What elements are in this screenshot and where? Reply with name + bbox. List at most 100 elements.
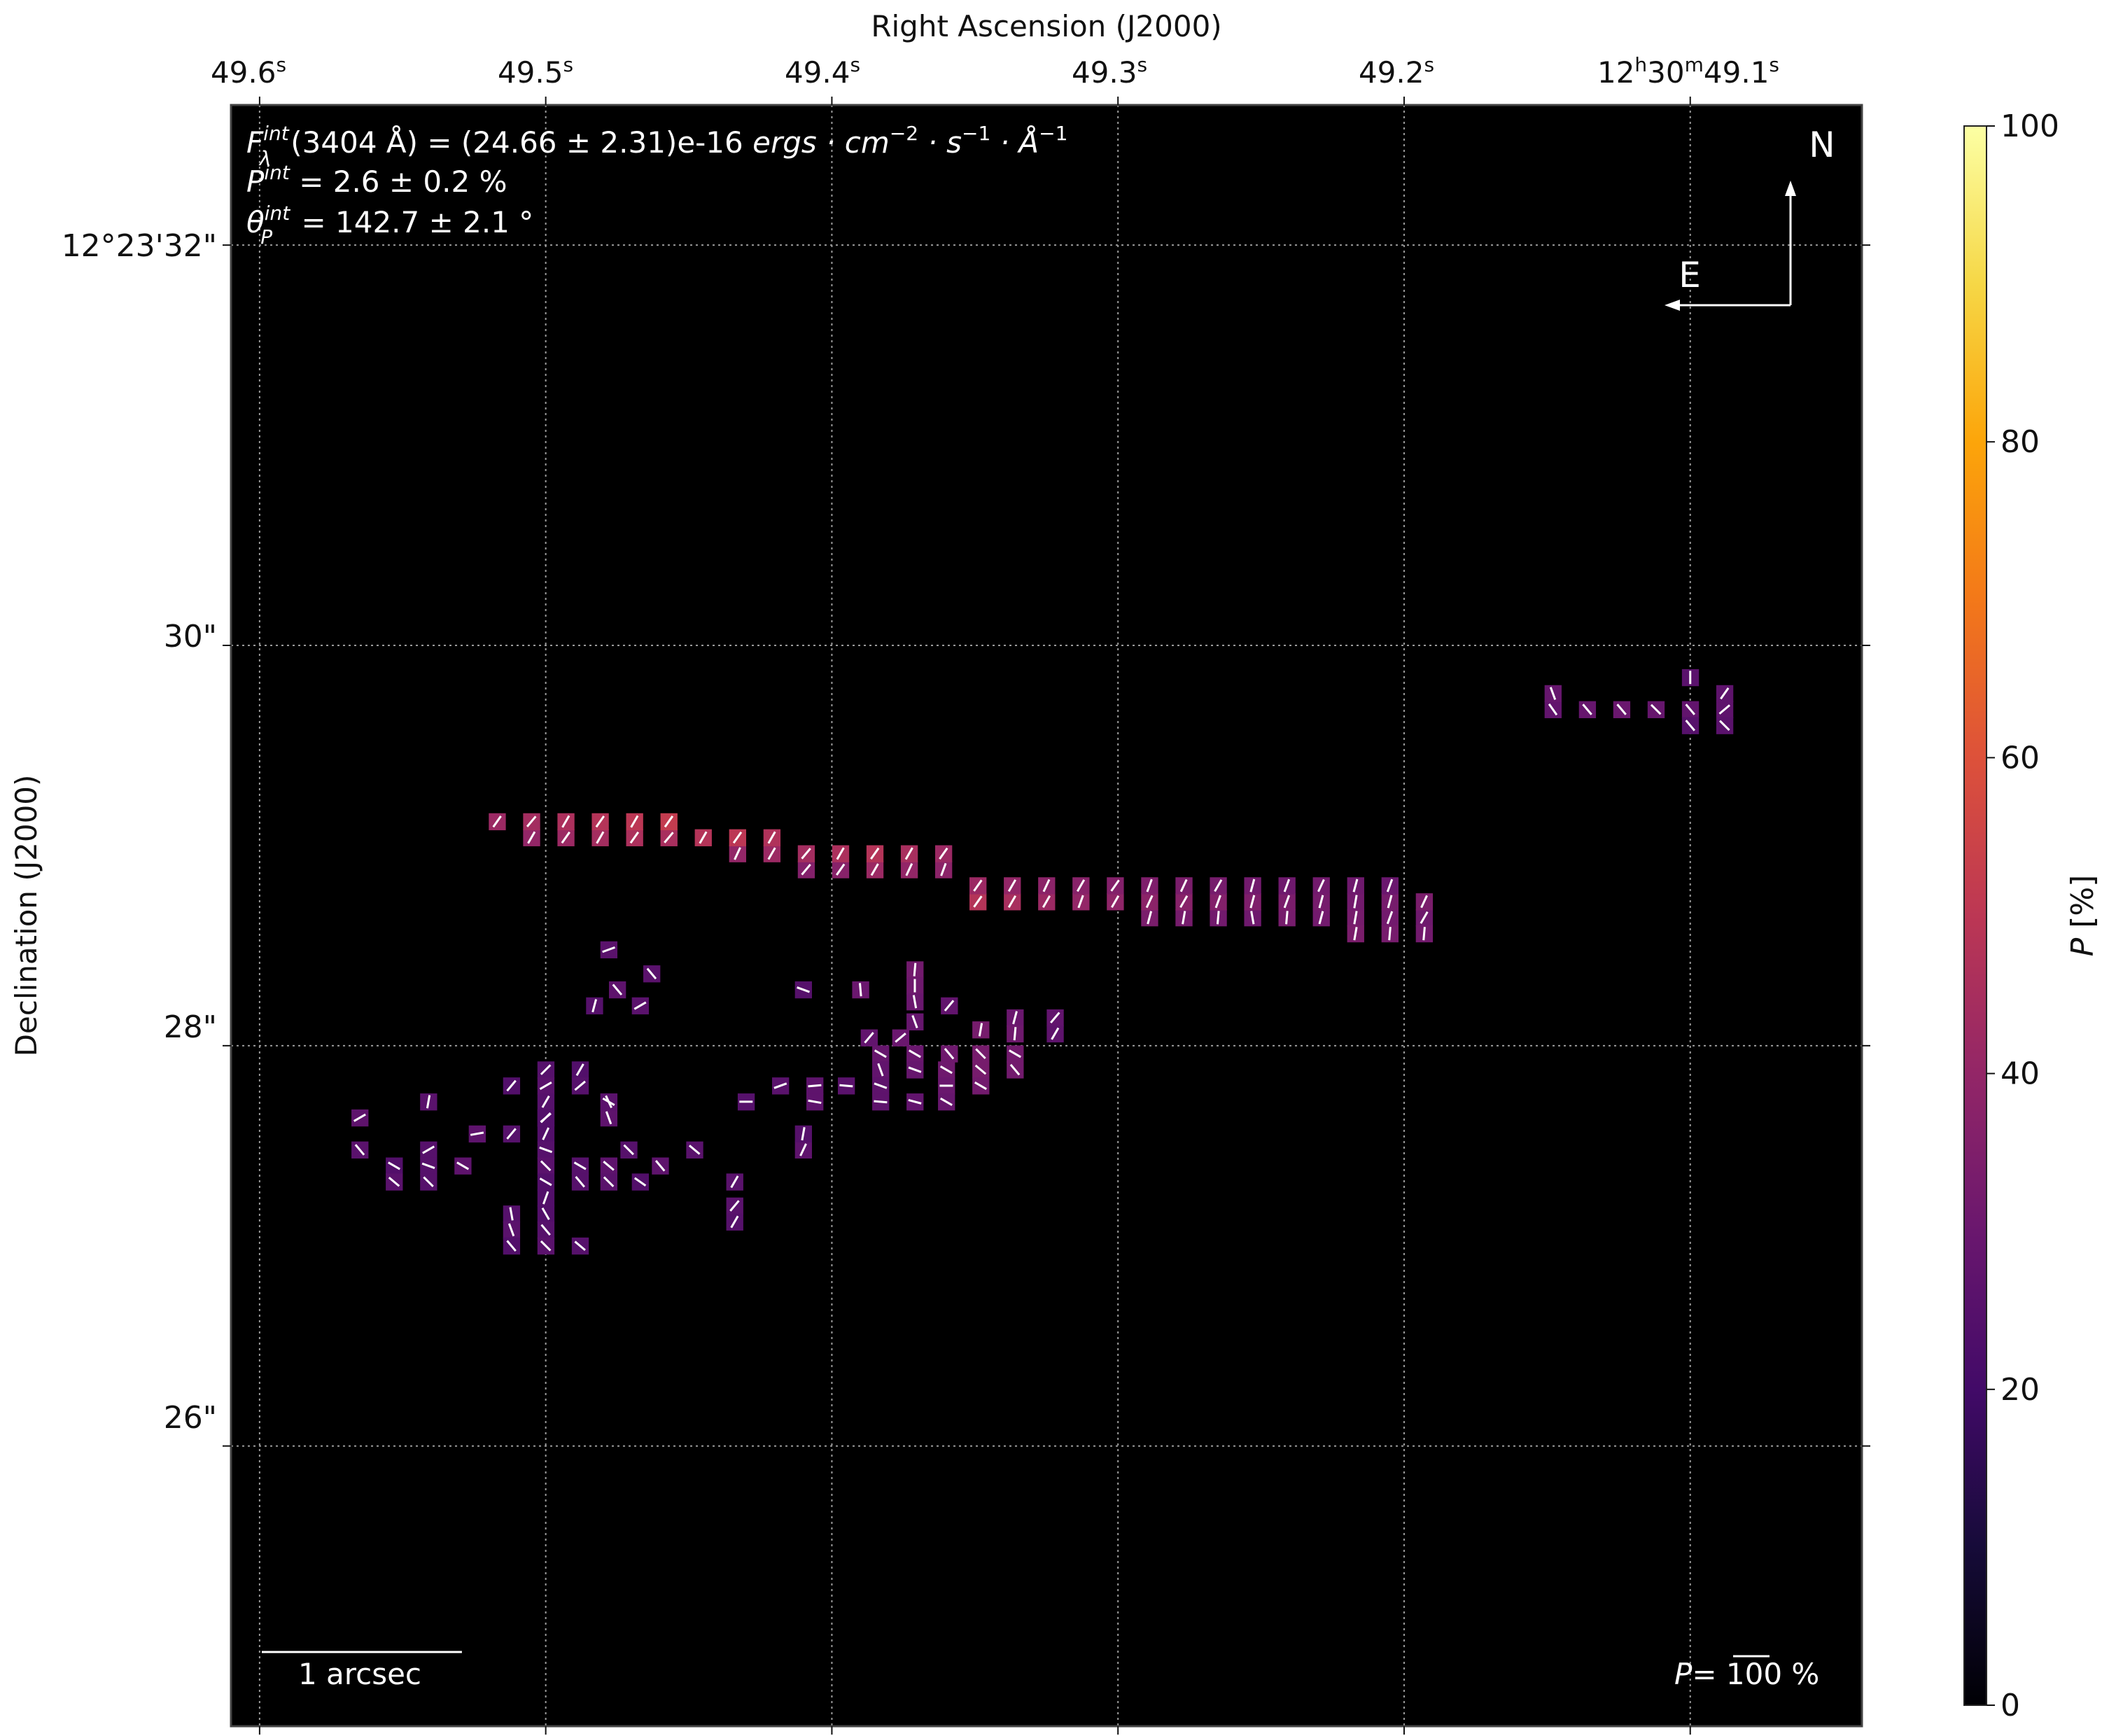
polarization-vector [808,1099,822,1105]
colorbar-tick-label: 20 [2001,1372,2040,1408]
polarization-vector [974,1064,987,1075]
polarization-vector [506,1079,517,1092]
polarization-vector [1214,879,1223,892]
polarization-vector [591,999,598,1013]
polarization-vector [799,1143,807,1156]
y-tick-label: 28" [164,1009,217,1045]
east-label: E [1679,255,1701,295]
polarization-vector [729,1200,740,1212]
scale-bar-label: 1 arcsec [298,1657,421,1691]
polarization-vector [1582,704,1592,715]
polarization-vector [1318,895,1324,909]
polarization-vector [1352,878,1359,892]
polarization-vector [1422,927,1426,941]
polarization-vector [1111,895,1120,908]
polarization-vector [975,1048,986,1060]
polarization-vector [1013,1027,1017,1041]
polarization-vector [561,831,570,844]
integrated-values-annotation: Fint λ (3404 Å) = (24.66 ± 2.31)e-16 ergs … [246,122,1067,248]
polarization-vector [911,1015,918,1028]
polarization-vector [541,1095,550,1108]
east-arrowhead [1665,300,1680,311]
vector-scale-label: P= 100 % [1674,1657,1819,1691]
polarization-vector [527,831,536,844]
polarization-vector [1353,911,1358,925]
polarization-vector [688,1144,701,1155]
polarization-vector [767,847,776,860]
polarization-vector [603,1161,615,1171]
polarization-vector [895,1032,906,1043]
plot-frame [230,104,1863,1728]
polarization-vector [354,1144,365,1156]
polarization-vector [353,1113,366,1122]
polarization-vector [1147,911,1153,925]
polarization-vector [1009,1063,1021,1076]
x-tick-labels: 49.6s 49.5s 49.4s 49.3s 49.2s 12h30m49.1… [211,53,1779,90]
polarization-vector [939,847,948,860]
polarization-vector [541,1208,550,1221]
polarization-vector [944,1048,955,1060]
vector-scale: P= 100 % [1674,1655,1819,1691]
polarization-vector [540,1240,552,1252]
polarization-vector [1179,895,1189,908]
polarization-vector [801,848,811,860]
colorbar-label: P [%] [2065,875,2101,957]
y-tick-label: 26" [164,1400,217,1436]
polarization-vector [874,1100,888,1104]
polarization-vector [913,962,917,976]
polarization-vector [973,879,983,892]
polarization-vector [801,1127,806,1141]
polarization-vector [388,1161,400,1170]
y-tick-label: 12°23'32" [62,228,217,264]
polarization-vector [509,1207,514,1221]
polarization-vector [1009,1049,1022,1058]
north-arrowhead [1785,181,1796,196]
polarization-vector [605,1111,612,1125]
polarization-vector [1007,895,1016,908]
polarization-vector [944,1000,955,1011]
polarization-vector [974,1081,987,1091]
grid-lines [231,105,1862,1726]
polarization-vector [904,847,913,860]
polarization-vector [1718,704,1731,715]
polarization-vector [1283,895,1291,909]
polarization-vector [1051,1027,1060,1040]
polarization-vector [1685,704,1695,715]
polarization-vector [603,1176,615,1188]
polarization-vector [1283,878,1291,892]
polarization-vector [388,1177,400,1187]
polarization-vector [864,1032,874,1044]
polarization-vector [602,946,616,953]
polarization-vector [1285,911,1289,925]
polarization-vector [507,1223,515,1237]
polarization-vector [1077,879,1086,892]
polarization-vector [1146,878,1153,892]
x-tick-label: 49.6s [211,53,286,90]
polarization-vector [1007,879,1016,892]
polarization-vector [573,1161,587,1170]
polarization-vector [905,862,913,876]
polarization-vector [540,1160,552,1172]
polarization-vector [1616,704,1627,715]
polarization-vector [839,1084,853,1088]
polarization-vector [1250,911,1255,925]
polarization-vector [575,1176,585,1188]
polarization-vector [912,995,918,1009]
polarization-vector [612,983,623,996]
y-tick-label: 30" [164,619,217,654]
polarization-vector [874,1049,887,1058]
north-label: N [1809,125,1835,165]
polarization-vector [542,1127,550,1140]
polarization-vector [939,1065,953,1074]
colorbar-ticks: 0 20 40 60 80 100 [1987,108,2059,1723]
axis-ticks [223,97,1870,1735]
polarization-vector [1182,911,1186,925]
polarization-vector [1249,895,1256,909]
polarization-vector [426,1095,431,1109]
polarization-vector [623,1144,634,1156]
polarization-vector [1077,895,1084,909]
polarization-vector [506,1128,517,1140]
plot-area [231,105,1862,1726]
polarization-vector [596,831,605,844]
colorbar-tick-label: 100 [2001,108,2059,144]
